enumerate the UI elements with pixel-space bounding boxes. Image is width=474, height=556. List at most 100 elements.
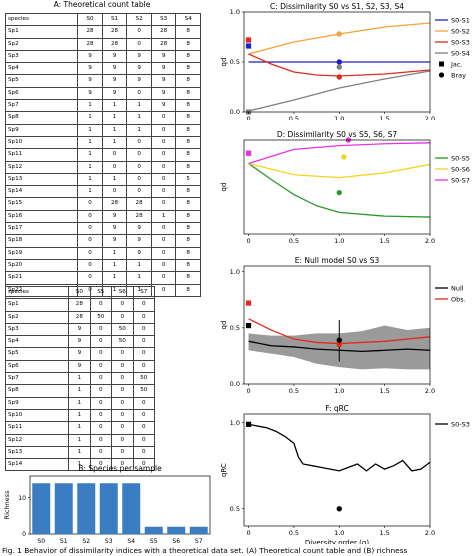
species-cell: Sp13 <box>4 172 79 187</box>
table-b-header-row: species S0 S5 S6 S7 <box>4 285 155 300</box>
qrc-chart: F: qRC 0.5 1.0 0 0.5 1.0 1.5 2.0 Diversity order… <box>220 404 470 544</box>
table-a-row: Sp3 9 9 9 9 8 <box>4 49 201 64</box>
count-cell: 0 <box>150 197 177 211</box>
table-b-row: Sp9 1 0 0 0 <box>4 396 155 410</box>
table-b-row: Sp2 28 50 0 0 <box>4 310 155 324</box>
jaccard-marker <box>245 300 252 306</box>
count-cell: 0 <box>132 408 155 423</box>
legend-label: Jac. <box>450 60 463 68</box>
count-cell: 28 <box>126 197 152 211</box>
x-tick-label: 2.0 <box>425 237 435 244</box>
count-cell: 1 <box>101 135 128 150</box>
species-cell: Sp1 <box>4 298 70 312</box>
bray-marker <box>341 154 347 160</box>
count-cell: 28 <box>101 37 128 51</box>
species-cell: species <box>4 285 70 300</box>
table-a-row: Sp18 0 9 9 0 8 <box>4 234 201 248</box>
species-cell: Sp10 <box>4 135 79 150</box>
count-cell: 0 <box>150 271 177 285</box>
count-cell: 0 <box>150 148 177 162</box>
table-a-row: Sp2 28 28 0 28 8 <box>4 37 201 51</box>
count-cell: 50 <box>132 384 155 398</box>
count-cell: 0 <box>132 458 155 472</box>
count-cell: 0 <box>77 209 103 224</box>
legend-label: S0-S3 <box>451 420 470 428</box>
count-cell: 0 <box>89 322 113 337</box>
count-cell: 0 <box>150 111 177 125</box>
count-cell: 9 <box>101 62 128 76</box>
species-cell: Sp15 <box>4 197 79 211</box>
chart-title: C: Dissimilarity S0 vs S1, S2, S3, S4 <box>270 2 404 11</box>
table-b-row: Sp7 1 0 0 50 <box>4 372 155 386</box>
count-cell: 0 <box>150 222 177 236</box>
count-cell: 0 <box>150 283 177 297</box>
x-tick-label: 2.0 <box>425 387 435 394</box>
legend-label: S0-S7 <box>451 176 470 184</box>
count-cell: 0 <box>89 359 113 374</box>
bar <box>167 526 186 534</box>
bray-marker <box>336 337 342 343</box>
count-cell: S1 <box>101 12 128 27</box>
count-cell: 1 <box>68 433 91 447</box>
figure-caption: Fig. 1 Behavior of dissimilarity indices… <box>2 546 408 555</box>
count-cell: 0 <box>101 160 128 174</box>
count-cell: 0 <box>132 298 155 312</box>
count-cell: 0 <box>132 310 155 324</box>
table-a-row: Sp12 1 0 0 0 8 <box>4 160 201 174</box>
count-cell: 9 <box>68 335 91 349</box>
count-cell: 0 <box>89 298 113 312</box>
count-cell: 0 <box>126 172 152 187</box>
count-cell: 28 <box>101 25 128 39</box>
bray-marker <box>336 64 342 70</box>
count-cell: 9 <box>101 86 128 101</box>
species-cell: Sp8 <box>4 111 79 125</box>
y-tick-label: 10 <box>18 495 26 502</box>
count-cell: 8 <box>175 74 201 88</box>
count-cell: 50 <box>89 310 113 324</box>
y-tick-label: 0.0 <box>230 380 240 388</box>
x-tick-label: S5 <box>150 538 158 545</box>
count-cell: 0 <box>111 458 134 472</box>
count-cell: 8 <box>175 148 201 162</box>
plot-frame <box>243 139 431 235</box>
count-cell: 8 <box>175 209 201 224</box>
species-cell: Sp19 <box>4 246 79 260</box>
bray-marker <box>336 59 342 65</box>
table-b-row: Sp8 1 0 0 50 <box>4 384 155 398</box>
count-table-b: species S0 S5 S6 S7 Sp1 28 0 0 0 Sp2 28 50 0 0 Sp3 9 0 50 0… <box>4 285 155 472</box>
count-cell: S0 <box>68 285 91 300</box>
x-tick-label: S7 <box>195 538 203 545</box>
count-cell: S6 <box>111 285 134 300</box>
table-b-row: Sp12 1 0 0 0 <box>4 433 155 447</box>
count-cell: 1 <box>77 135 103 150</box>
count-cell: 1 <box>101 258 128 273</box>
count-cell: 1 <box>101 111 128 125</box>
count-cell: 28 <box>77 25 103 39</box>
count-cell: 5 <box>175 172 201 187</box>
count-cell: 1 <box>68 458 91 472</box>
x-tick-label: S6 <box>172 538 180 545</box>
x-tick-label: 1.0 <box>334 115 344 120</box>
x-tick-label: 0.5 <box>289 237 299 244</box>
species-cell: Sp1 <box>4 25 79 39</box>
series-line <box>248 162 431 179</box>
table-a-row: Sp15 0 28 28 0 8 <box>4 197 201 211</box>
count-cell: 28 <box>68 310 91 324</box>
count-cell: 9 <box>68 322 91 337</box>
x-tick-label: 1.0 <box>334 237 344 244</box>
legend-label: S0-S3 <box>451 38 470 46</box>
count-cell: 9 <box>68 347 91 361</box>
table-a-row: Sp21 0 1 1 0 8 <box>4 271 201 285</box>
species-cell: Sp14 <box>4 185 79 199</box>
species-cell: Sp5 <box>4 347 70 361</box>
count-cell: 0 <box>132 322 155 337</box>
table-a-title: A: Theoretical count table <box>53 0 151 9</box>
table-a-row: Sp17 0 9 9 0 8 <box>4 222 201 236</box>
jaccard-marker <box>245 43 252 49</box>
count-cell: 28 <box>150 25 177 39</box>
bar <box>122 483 141 534</box>
count-cell: 9 <box>150 62 177 76</box>
bray-marker <box>336 506 342 512</box>
count-cell: 0 <box>111 347 134 361</box>
legend-label: Obs. <box>451 295 466 303</box>
